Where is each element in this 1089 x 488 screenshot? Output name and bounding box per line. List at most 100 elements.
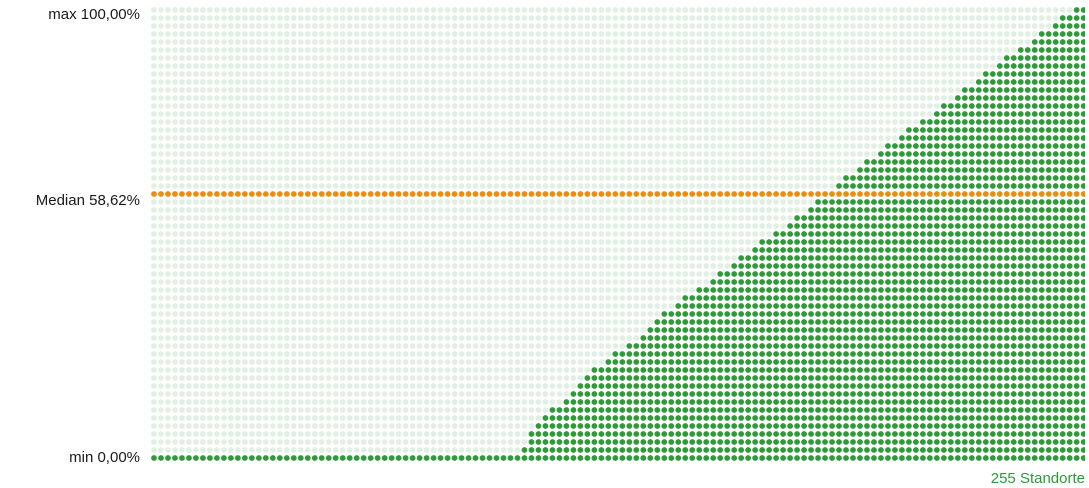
empty-dot bbox=[186, 351, 192, 357]
empty-dot bbox=[633, 135, 640, 141]
empty-dot bbox=[311, 15, 318, 21]
empty-dot bbox=[297, 167, 304, 173]
empty-dot bbox=[269, 23, 276, 29]
empty-dot bbox=[214, 263, 220, 269]
empty-dot bbox=[724, 263, 731, 269]
empty-dot bbox=[158, 263, 164, 269]
empty-dot bbox=[262, 159, 269, 165]
empty-dot bbox=[430, 7, 437, 13]
empty-dot bbox=[297, 39, 304, 45]
empty-dot bbox=[472, 159, 479, 165]
empty-dot bbox=[221, 439, 227, 445]
empty-dot bbox=[493, 15, 500, 21]
empty-dot bbox=[409, 135, 416, 141]
value-dot bbox=[675, 431, 682, 437]
empty-dot bbox=[221, 199, 227, 205]
empty-dot bbox=[633, 183, 640, 189]
empty-dot bbox=[458, 15, 465, 21]
empty-dot bbox=[186, 319, 192, 325]
empty-dot bbox=[612, 151, 619, 157]
empty-dot bbox=[255, 295, 262, 301]
empty-dot bbox=[367, 279, 374, 285]
value-dot bbox=[682, 447, 689, 453]
empty-dot bbox=[276, 447, 283, 453]
empty-dot bbox=[451, 279, 458, 285]
value-dot bbox=[605, 431, 612, 437]
empty-dot bbox=[416, 423, 423, 429]
empty-dot bbox=[472, 215, 479, 221]
median-dot bbox=[752, 191, 759, 197]
empty-dot bbox=[500, 375, 507, 381]
empty-dot bbox=[577, 119, 584, 125]
empty-dot bbox=[186, 295, 192, 301]
empty-dot bbox=[486, 7, 493, 13]
empty-dot bbox=[290, 431, 297, 437]
empty-dot bbox=[682, 47, 689, 53]
empty-dot bbox=[151, 39, 157, 45]
empty-dot bbox=[207, 87, 213, 93]
empty-dot bbox=[738, 167, 745, 173]
empty-dot bbox=[276, 423, 283, 429]
empty-dot bbox=[304, 247, 311, 253]
empty-dot bbox=[172, 231, 178, 237]
empty-dot bbox=[193, 55, 199, 61]
empty-dot bbox=[360, 79, 367, 85]
empty-dot bbox=[500, 167, 507, 173]
empty-dot bbox=[570, 15, 577, 21]
empty-dot bbox=[248, 7, 255, 13]
median-dot bbox=[654, 191, 661, 197]
empty-dot bbox=[248, 279, 255, 285]
empty-dot bbox=[381, 215, 388, 221]
empty-dot bbox=[528, 103, 535, 109]
median-dot bbox=[221, 191, 227, 197]
value-dot bbox=[640, 399, 647, 405]
empty-dot bbox=[165, 439, 171, 445]
empty-dot bbox=[696, 223, 703, 229]
empty-dot bbox=[654, 55, 661, 61]
empty-dot bbox=[612, 95, 619, 101]
value-dot bbox=[710, 359, 717, 365]
empty-dot bbox=[514, 351, 521, 357]
empty-dot bbox=[570, 263, 577, 269]
empty-dot bbox=[283, 351, 290, 357]
empty-dot bbox=[591, 311, 598, 317]
empty-dot bbox=[437, 319, 444, 325]
empty-dot bbox=[535, 223, 542, 229]
value-dot bbox=[731, 391, 738, 397]
empty-dot bbox=[207, 287, 213, 293]
empty-dot bbox=[381, 143, 388, 149]
empty-dot bbox=[346, 135, 353, 141]
empty-dot bbox=[612, 175, 619, 181]
empty-dot bbox=[325, 391, 332, 397]
empty-dot bbox=[339, 23, 346, 29]
empty-dot bbox=[444, 151, 451, 157]
empty-dot bbox=[479, 199, 486, 205]
empty-dot bbox=[514, 391, 521, 397]
empty-dot bbox=[458, 239, 465, 245]
empty-dot bbox=[521, 159, 528, 165]
empty-dot bbox=[465, 447, 472, 453]
empty-dot bbox=[248, 127, 255, 133]
empty-dot bbox=[528, 223, 535, 229]
empty-dot bbox=[423, 367, 430, 373]
empty-dot bbox=[444, 119, 451, 125]
empty-dot bbox=[640, 119, 647, 125]
empty-dot bbox=[151, 335, 157, 341]
empty-dot bbox=[193, 175, 199, 181]
empty-dot bbox=[500, 407, 507, 413]
empty-dot bbox=[451, 359, 458, 365]
empty-dot bbox=[542, 223, 549, 229]
empty-dot bbox=[717, 159, 724, 165]
empty-dot bbox=[731, 215, 738, 221]
empty-dot bbox=[626, 159, 633, 165]
empty-dot bbox=[186, 151, 192, 157]
empty-dot bbox=[367, 175, 374, 181]
empty-dot bbox=[556, 31, 563, 37]
empty-dot bbox=[437, 151, 444, 157]
value-dot bbox=[591, 447, 598, 453]
empty-dot bbox=[500, 279, 507, 285]
empty-dot bbox=[430, 431, 437, 437]
empty-dot bbox=[563, 223, 570, 229]
empty-dot bbox=[186, 111, 192, 117]
empty-dot bbox=[353, 183, 360, 189]
